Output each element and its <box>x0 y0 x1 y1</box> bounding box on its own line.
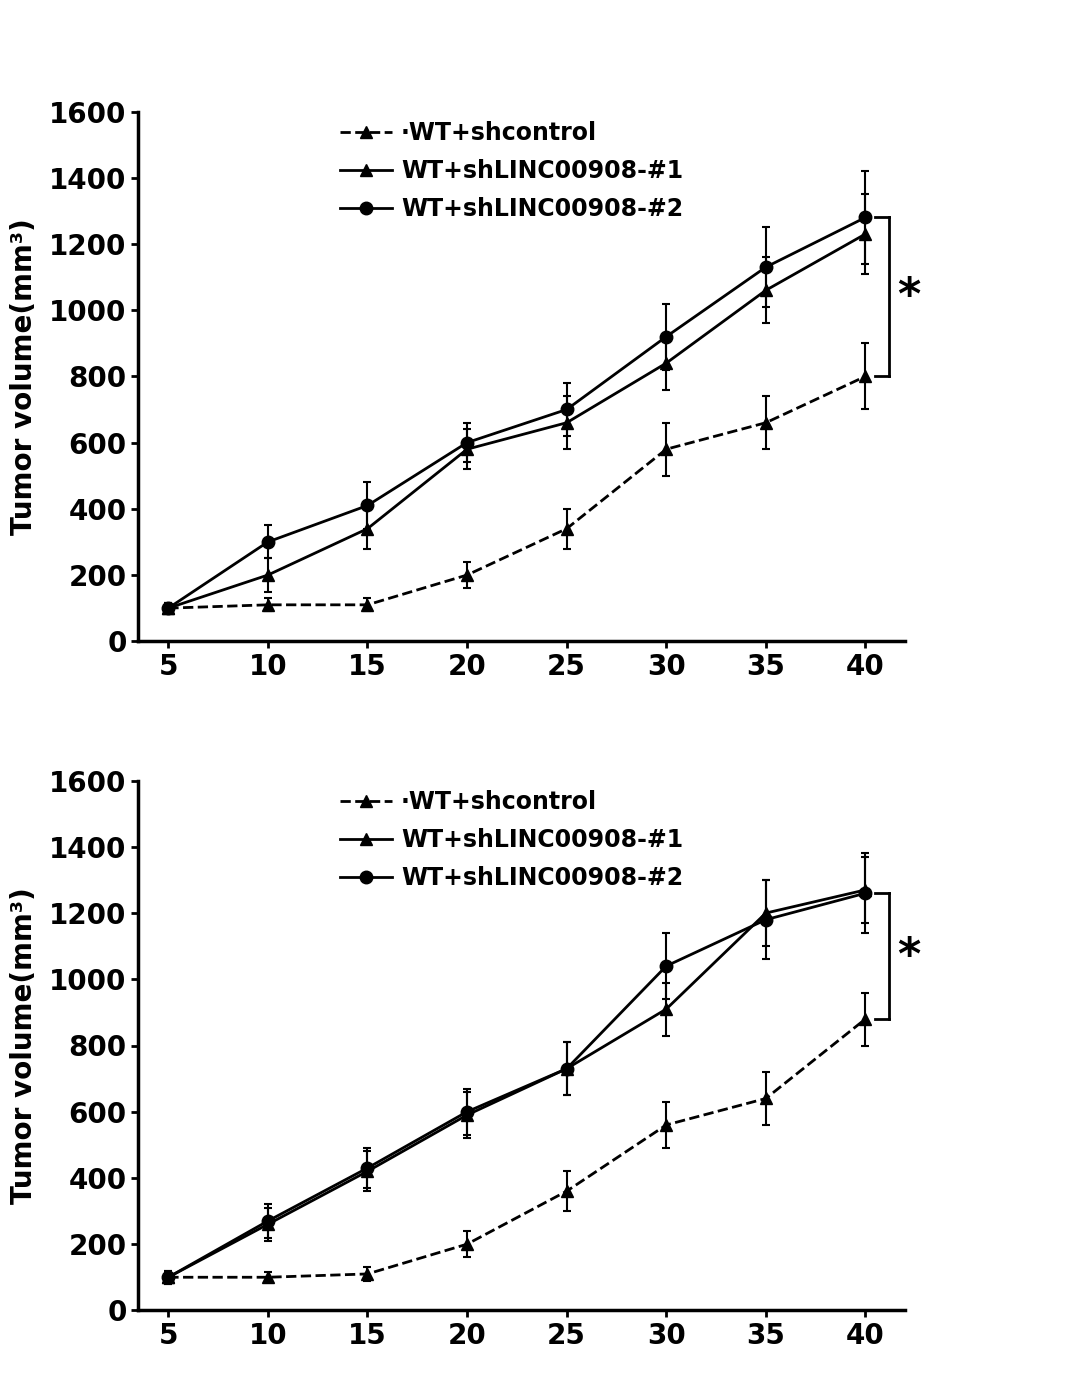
Legend: ·WT+shcontrol, WT+shLINC00908-#1, WT+shLINC00908-#2: ·WT+shcontrol, WT+shLINC00908-#1, WT+shL… <box>330 112 692 231</box>
Text: *: * <box>898 276 920 318</box>
Legend: ·WT+shcontrol, WT+shLINC00908-#1, WT+shLINC00908-#2: ·WT+shcontrol, WT+shLINC00908-#1, WT+shL… <box>330 781 692 901</box>
Y-axis label: Tumor volume(mm³): Tumor volume(mm³) <box>11 217 38 535</box>
Text: *: * <box>898 934 920 977</box>
Y-axis label: Tumor volume(mm³): Tumor volume(mm³) <box>11 887 38 1204</box>
